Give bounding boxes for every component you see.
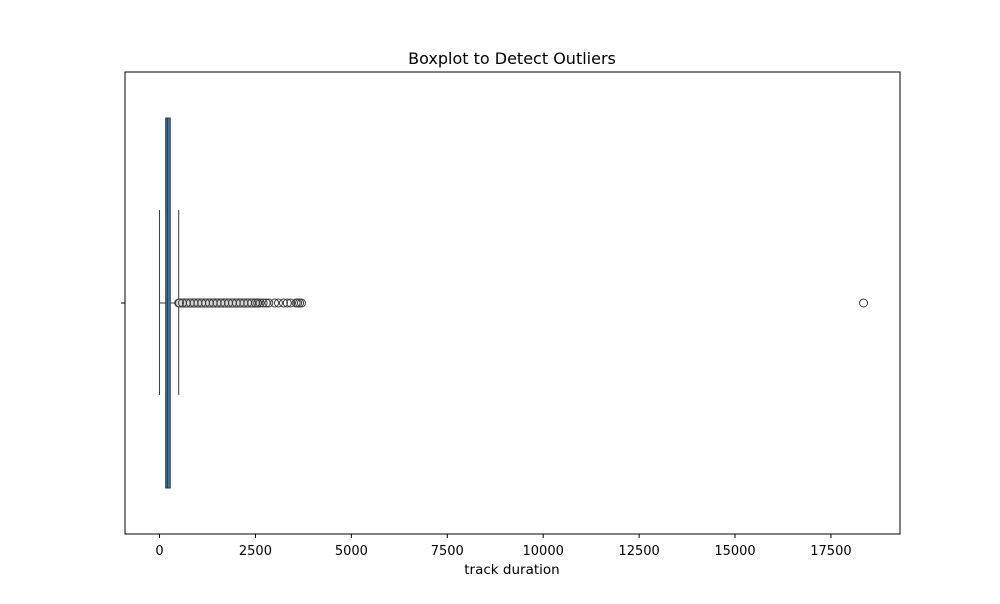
x-tick-label: 5000 (335, 544, 368, 559)
outlier-point (273, 298, 283, 308)
outlier-point (286, 298, 296, 308)
outlier-point (278, 298, 288, 308)
outlier-point (174, 298, 184, 308)
x-tick-label: 10000 (523, 544, 564, 559)
x-tick-label: 7500 (431, 544, 464, 559)
outlier-point (255, 298, 265, 308)
x-tick-label: 2500 (239, 544, 272, 559)
outlier-point (258, 298, 268, 308)
box-iqr (165, 117, 171, 489)
x-axis-label: track duration (464, 562, 559, 578)
plot-area (159, 117, 869, 489)
x-tick-label: 17500 (810, 544, 851, 559)
outlier-point (282, 298, 292, 308)
chart-title: Boxplot to Detect Outliers (408, 49, 616, 68)
outlier-point (859, 298, 869, 308)
x-tick-label: 0 (155, 544, 163, 559)
outlier-point (296, 298, 306, 308)
outlier-point (264, 298, 274, 308)
plot-frame (124, 71, 901, 535)
x-axis: 0 2500 5000 7500 10000 12500 15000 17500 (121, 71, 901, 559)
x-tick-label: 15000 (714, 544, 755, 559)
x-tick-label: 12500 (618, 544, 659, 559)
outlier-point (270, 298, 280, 308)
